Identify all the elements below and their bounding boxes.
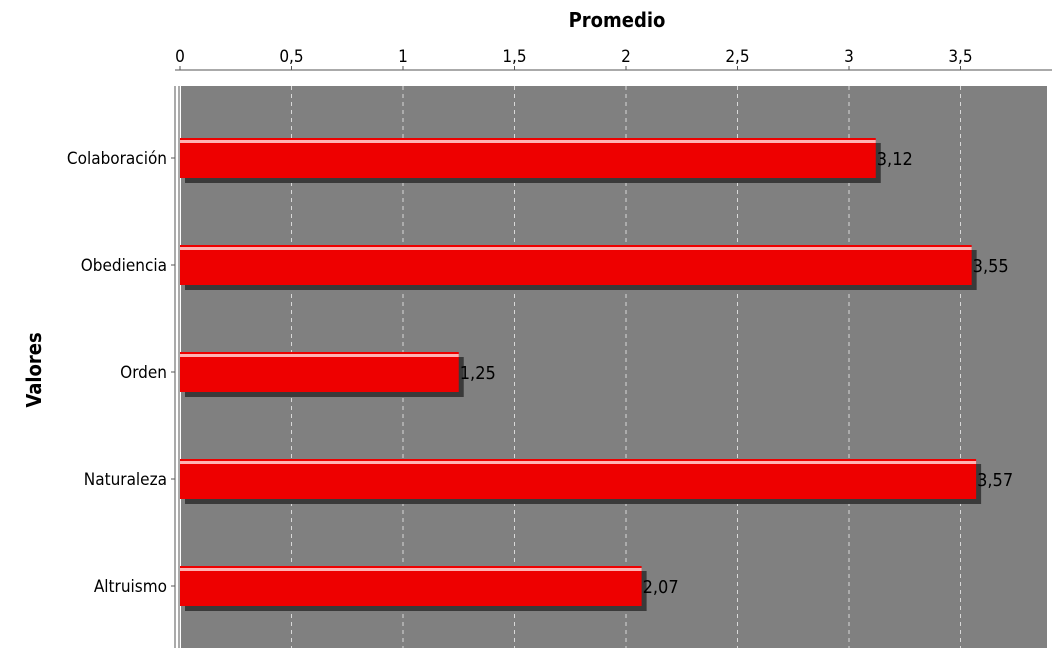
x-tick-label: 2,5	[725, 47, 749, 67]
bar-highlight	[180, 140, 876, 143]
x-tick-label: 3,5	[948, 47, 972, 67]
bar-highlight	[180, 461, 977, 464]
category-label: Colaboración	[67, 149, 167, 169]
category-label: Obediencia	[81, 256, 167, 276]
x-tick-label: 2	[621, 47, 631, 67]
bar	[180, 245, 972, 285]
bar-highlight	[180, 247, 972, 250]
value-label: 2,07	[643, 577, 679, 598]
x-tick-label: 1,5	[502, 47, 526, 67]
value-label: 3,57	[977, 470, 1013, 491]
y-axis-title: Valores	[22, 332, 46, 407]
bar	[180, 352, 459, 392]
bar-highlight	[180, 354, 459, 357]
value-label: 3,55	[973, 256, 1009, 277]
bar	[180, 566, 642, 606]
category-label: Orden	[120, 363, 167, 383]
value-label: 3,12	[877, 149, 913, 170]
x-tick-label: 1	[398, 47, 408, 67]
x-tick-label: 3	[844, 47, 854, 67]
bar-highlight	[180, 568, 642, 571]
bar	[180, 459, 977, 499]
category-label: Altruismo	[94, 577, 167, 597]
x-tick-label: 0	[175, 47, 185, 67]
value-label: 1,25	[460, 363, 496, 384]
bar	[180, 138, 876, 178]
x-axis-title: Promedio	[569, 8, 666, 32]
x-tick-label: 0,5	[279, 47, 303, 67]
category-label: Naturaleza	[84, 470, 167, 490]
